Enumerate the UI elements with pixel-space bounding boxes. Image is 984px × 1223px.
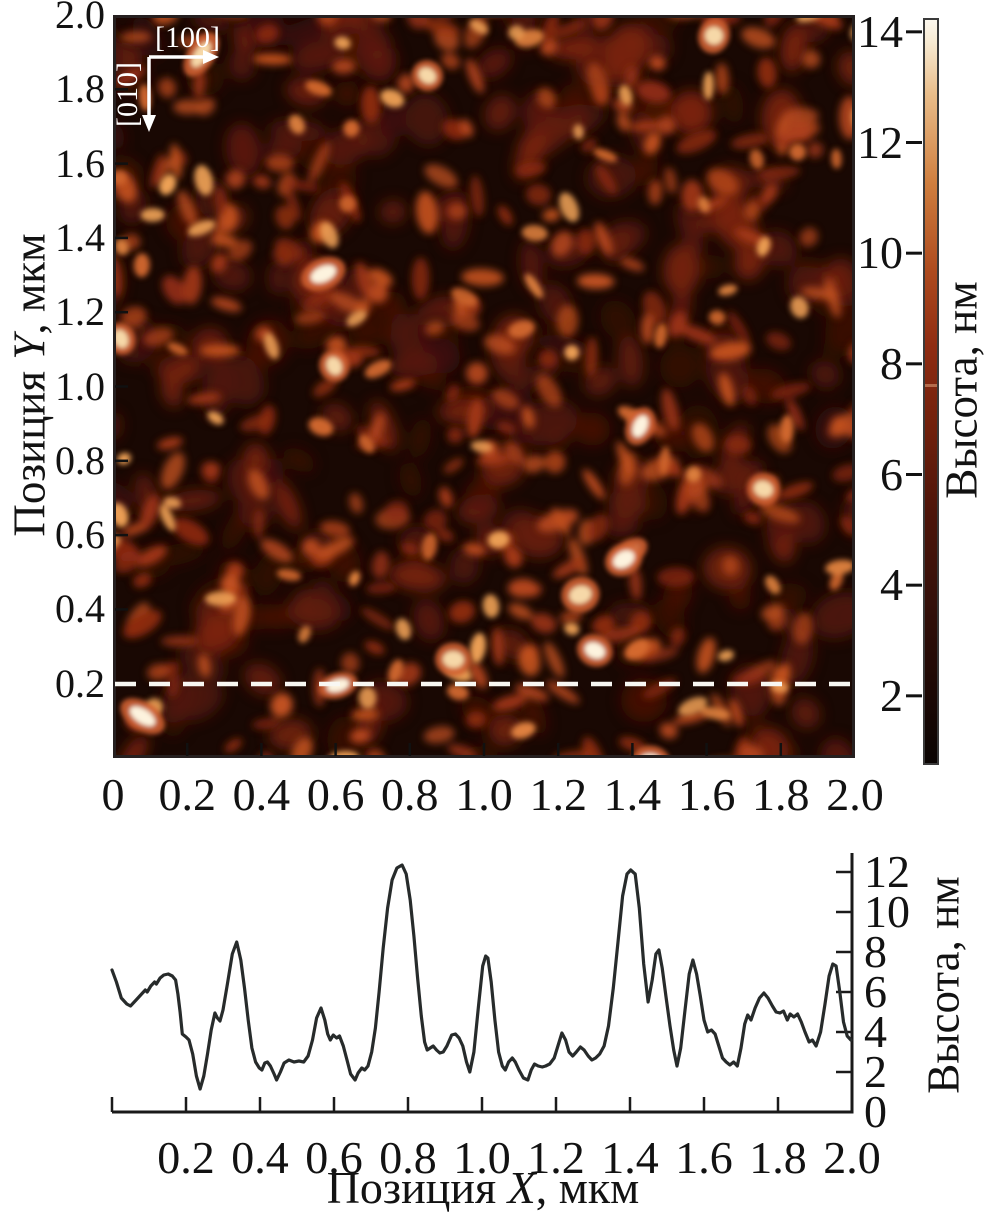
profile-x-title-var: X	[507, 1162, 536, 1213]
afm-x-tick-label: 0.6	[306, 769, 365, 820]
afm-x-tick-label: 0.4	[232, 769, 291, 820]
arrow-100-head	[203, 50, 219, 64]
colorbar-tick-label: 8	[880, 337, 903, 389]
crystal-direction-arrows: [100] [010]	[113, 21, 220, 132]
afm-y-tick-label: 0.8	[55, 437, 105, 483]
profile-x-title-prefix: Позиция	[326, 1162, 508, 1213]
afm-blob-layer-2	[113, 15, 855, 758]
afm-x-tick-label: 0.8	[381, 769, 439, 820]
profile-y-tick-label: 12	[864, 846, 910, 897]
afm-y-title-suffix: , мкм	[4, 233, 55, 335]
afm-y-tick-label: 0.4	[55, 586, 105, 632]
afm-x-tick-label: 1.4	[603, 769, 662, 820]
afm-y-tick-label: 1.4	[55, 214, 105, 260]
profile-y-tick-label: 10	[864, 886, 910, 937]
afm-edge-ticks	[115, 88, 783, 756]
afm-y-tick-label: 1.6	[55, 140, 105, 186]
afm-y-tick-label: 1.2	[55, 289, 105, 335]
colorbar-tick-label: 12	[857, 116, 903, 168]
profile-x-tick-label: 1.2	[527, 1132, 585, 1183]
height-profile-line	[110, 863, 853, 1091]
arrow-010-head	[142, 115, 156, 132]
colorbar-tick-label: 10	[857, 227, 903, 279]
colorbar	[923, 18, 939, 765]
colorbar-tick-label: 4	[880, 559, 903, 611]
afm-y-title-prefix: Позиция	[4, 359, 55, 537]
colorbar-ticks	[906, 30, 922, 698]
profile-x-tick-label: 0.8	[379, 1132, 437, 1183]
afm-x-tick-label: 1.0	[455, 769, 513, 820]
profile-x-tick-label: 0.4	[231, 1132, 289, 1183]
afm-blob-layer-3	[113, 17, 780, 758]
profile-x-tick-label: 1.8	[749, 1132, 807, 1183]
afm-y-tick-label: 0.6	[55, 512, 105, 558]
height-profile-chart	[110, 853, 854, 1114]
colorbar-title: Высота, нм	[936, 281, 984, 499]
afm-y-title-var: Y	[4, 334, 55, 360]
profile-x-tick-label: 1.4	[601, 1132, 659, 1183]
profile-y-axis-title: Высота, нм	[918, 876, 969, 1094]
afm-x-tick-label: 1.2	[529, 769, 587, 820]
label-010: [010]	[113, 62, 144, 127]
colorbar-tick-label: 6	[880, 448, 903, 500]
profile-x-tick-label: 0.6	[305, 1132, 363, 1183]
afm-y-tick-label: 1.8	[55, 66, 105, 112]
afm-x-tick-label: 0.2	[158, 769, 216, 820]
afm-image-frame	[113, 15, 855, 758]
afm-x-tick-label: 1.6	[677, 769, 736, 820]
afm-x-tick-label: 1.8	[752, 769, 810, 820]
afm-y-axis-title: Позиция Y, мкм	[4, 233, 55, 537]
profile-x-tick-label: 1.6	[675, 1132, 733, 1183]
afm-y-tick-label: 1.0	[55, 363, 105, 409]
profile-x-tick-label: 1.0	[453, 1132, 511, 1183]
colorbar-marker-line	[925, 384, 937, 388]
afm-topography-image: [100] [010]	[113, 15, 855, 758]
afm-texture-blobs	[113, 15, 855, 758]
colorbar-tick-label: 2	[880, 669, 903, 721]
profile-x-tick-label: 0.2	[157, 1132, 215, 1183]
profile-y-tick-label: 4	[864, 1006, 887, 1057]
profile-x-title-suffix: , мкм	[535, 1162, 640, 1213]
profile-x-axis-title: Позиция X, мкм	[327, 1165, 640, 1211]
label-100: [100]	[155, 21, 220, 54]
colorbar-tick-label: 14	[857, 5, 903, 57]
profile-x-tick-label: 2.0	[823, 1132, 881, 1183]
profile-y-tick-label: 8	[864, 926, 887, 977]
afm-y-tick-label: 0.2	[55, 660, 105, 706]
afm-x-tick-label: 2.0	[826, 769, 884, 820]
profile-y-tick-label: 2	[864, 1046, 887, 1097]
afm-x-tick-label: 0	[101, 769, 125, 820]
afm-y-tick-label: 2.0	[55, 0, 105, 37]
profile-y-tick-label: 6	[864, 966, 887, 1017]
profile-y-tick-label: 0	[864, 1086, 887, 1137]
